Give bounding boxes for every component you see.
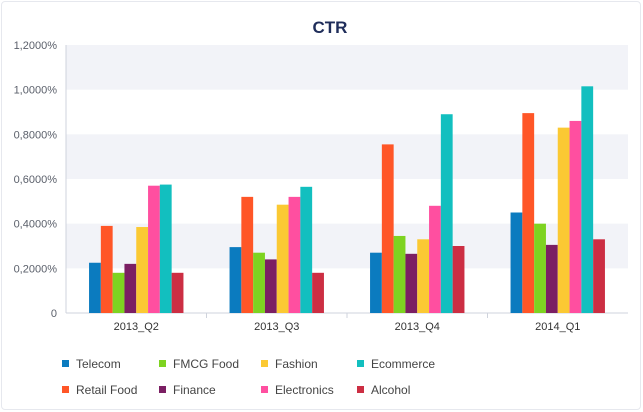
legend-swatch [357, 360, 364, 367]
legend-item-label: Finance [173, 383, 216, 397]
bar-fmcg-food-2013_q3 [253, 252, 265, 313]
bar-telecom-2014_q1 [510, 212, 523, 313]
bar-finance-2014_q1 [545, 244, 558, 313]
x-category-label: 2013_Q2 [114, 321, 159, 333]
bars [89, 86, 605, 313]
bar-ecommerce-2014_q1 [581, 86, 594, 313]
bar-alcohol-2014_q1 [593, 239, 605, 313]
bar-electronics-2013_q3 [288, 196, 301, 313]
bar-ecommerce-2013_q4 [440, 114, 453, 313]
grid-band [66, 45, 628, 90]
bar-fmcg-food-2013_q2 [112, 272, 125, 313]
bar-fashion-2014_q1 [557, 127, 570, 313]
legend-swatch [261, 386, 268, 393]
legend-item-label: Ecommerce [371, 357, 435, 371]
legend-swatch [159, 386, 166, 393]
bar-alcohol-2013_q2 [171, 272, 184, 313]
grid-band [66, 134, 628, 179]
bar-electronics-2013_q4 [429, 205, 441, 313]
legend-swatch [357, 386, 364, 393]
legend-item-label: Telecom [76, 357, 121, 371]
bar-electronics-2013_q2 [148, 185, 160, 313]
y-tick-label: 0,8000% [14, 129, 58, 141]
bar-fmcg-food-2014_q1 [534, 223, 546, 313]
bar-finance-2013_q3 [264, 259, 277, 313]
bar-alcohol-2013_q4 [452, 246, 465, 313]
bar-ecommerce-2013_q3 [300, 186, 313, 313]
y-tick-label: 0,6000% [14, 174, 58, 186]
bar-finance-2013_q4 [405, 253, 418, 313]
bar-fashion-2013_q4 [417, 239, 430, 313]
legend-item-label: Alcohol [371, 383, 410, 397]
bar-retail-food-2014_q1 [522, 113, 535, 313]
bar-fashion-2013_q2 [136, 227, 149, 313]
chart-title: CTR [313, 18, 348, 37]
legend-item-label: Retail Food [76, 383, 137, 397]
x-category-label: 2013_Q4 [395, 321, 440, 333]
bar-electronics-2014_q1 [569, 120, 582, 313]
legend-item-label: Electronics [275, 383, 334, 397]
y-tick-label: 1,0000% [14, 85, 58, 97]
bar-fashion-2013_q3 [276, 204, 289, 313]
bar-retail-food-2013_q3 [241, 196, 254, 313]
y-tick-label: 1,2000% [14, 40, 58, 52]
legend-swatch [62, 360, 69, 367]
legend-item-label: FMCG Food [173, 357, 239, 371]
y-tick-label: 0,2000% [14, 263, 58, 275]
y-tick-label: 0 [51, 308, 57, 320]
bar-fmcg-food-2013_q4 [393, 235, 406, 313]
bar-retail-food-2013_q2 [100, 225, 113, 313]
bar-telecom-2013_q4 [370, 252, 382, 313]
legend-swatch [159, 360, 166, 367]
bar-ecommerce-2013_q2 [159, 184, 172, 313]
legend-swatch [62, 386, 69, 393]
bar-retail-food-2013_q4 [381, 144, 394, 313]
y-axis-ticks: 0 0,2000% 0,4000% 0,6000% 0,8000% 1,0000% 1,20… [14, 40, 58, 320]
y-tick-label: 0,4000% [14, 219, 58, 231]
bar-finance-2013_q2 [124, 263, 137, 313]
legend-item-label: Fashion [275, 357, 318, 371]
bar-telecom-2013_q2 [89, 262, 101, 313]
legend: Telecom FMCG Food Fashion Ecommerce Retail F… [62, 357, 435, 397]
x-axis-categories: 2013_Q2 2013_Q3 2013_Q4 2014_Q1 [114, 321, 581, 333]
bar-alcohol-2013_q3 [312, 272, 324, 313]
legend-swatch [261, 360, 268, 367]
x-category-label: 2014_Q1 [535, 321, 580, 333]
x-category-label: 2013_Q3 [254, 321, 299, 333]
bar-telecom-2013_q3 [229, 247, 242, 313]
